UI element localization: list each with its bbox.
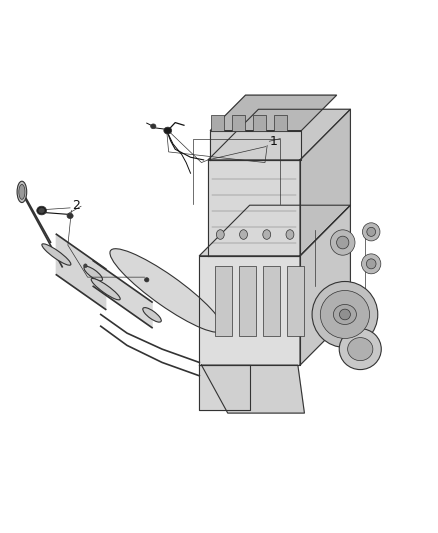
- Bar: [232, 115, 245, 131]
- Bar: [253, 115, 266, 131]
- Ellipse shape: [263, 230, 271, 239]
- Bar: [211, 115, 224, 131]
- Bar: [287, 266, 304, 336]
- Polygon shape: [208, 109, 350, 160]
- Ellipse shape: [339, 309, 350, 320]
- Ellipse shape: [84, 266, 102, 281]
- Text: 1: 1: [269, 135, 277, 148]
- Ellipse shape: [339, 329, 381, 369]
- Ellipse shape: [151, 124, 156, 128]
- Bar: [274, 115, 287, 131]
- Ellipse shape: [362, 254, 381, 274]
- Ellipse shape: [39, 208, 45, 213]
- Ellipse shape: [110, 249, 223, 332]
- Ellipse shape: [333, 304, 357, 325]
- Ellipse shape: [37, 206, 46, 215]
- Ellipse shape: [145, 278, 149, 282]
- Polygon shape: [300, 205, 350, 365]
- Ellipse shape: [84, 264, 87, 268]
- Ellipse shape: [91, 278, 120, 300]
- Ellipse shape: [164, 127, 172, 134]
- Ellipse shape: [19, 184, 25, 199]
- Bar: [263, 266, 280, 336]
- Ellipse shape: [320, 290, 370, 338]
- Ellipse shape: [42, 244, 71, 265]
- Polygon shape: [300, 109, 350, 256]
- Ellipse shape: [143, 308, 161, 322]
- Ellipse shape: [363, 223, 380, 241]
- Ellipse shape: [240, 230, 247, 239]
- Ellipse shape: [336, 236, 349, 249]
- Ellipse shape: [17, 181, 27, 203]
- Ellipse shape: [312, 281, 378, 348]
- Ellipse shape: [286, 230, 294, 239]
- Polygon shape: [199, 256, 300, 365]
- Text: 2: 2: [72, 199, 80, 212]
- Ellipse shape: [216, 230, 224, 239]
- Polygon shape: [208, 160, 300, 256]
- Polygon shape: [93, 261, 152, 328]
- Polygon shape: [210, 131, 301, 160]
- Bar: [239, 266, 256, 336]
- Polygon shape: [210, 95, 336, 131]
- Ellipse shape: [367, 227, 376, 237]
- Polygon shape: [201, 365, 304, 413]
- Polygon shape: [199, 205, 350, 256]
- Ellipse shape: [67, 213, 73, 219]
- Ellipse shape: [367, 259, 376, 269]
- Bar: [215, 266, 232, 336]
- Polygon shape: [57, 235, 106, 309]
- Polygon shape: [199, 365, 250, 410]
- Ellipse shape: [348, 337, 373, 361]
- Ellipse shape: [330, 230, 355, 255]
